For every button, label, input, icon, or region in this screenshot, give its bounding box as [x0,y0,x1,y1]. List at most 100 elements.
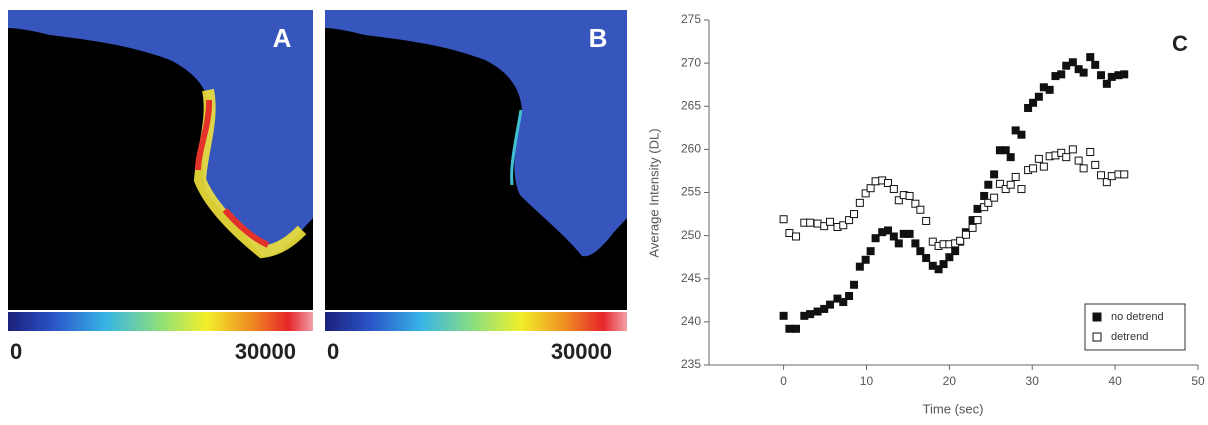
point [1068,58,1077,67]
point [861,189,870,198]
point [845,216,854,225]
point [956,236,965,245]
point [845,292,854,300]
x-tick-label: 20 [943,374,957,388]
point [884,179,893,188]
legend-label: detrend [1111,331,1148,343]
point [894,239,903,248]
legend-marker [1092,332,1102,342]
x-tick-label: 50 [1191,374,1205,388]
panel-b: B 0 30000 [325,10,627,364]
x-tick-label: 30 [1026,374,1040,388]
edge [510,109,523,186]
point [1079,164,1088,173]
y-tick-label: 245 [681,271,701,285]
point [911,239,920,248]
point [968,223,977,232]
point [1091,60,1100,69]
point [1011,172,1020,181]
point [826,300,835,309]
point [916,247,925,256]
point [984,198,993,207]
point [1029,98,1038,107]
point [990,193,999,202]
point [1091,160,1100,169]
point [855,262,864,271]
point [806,310,815,319]
point [826,217,835,226]
point [889,232,898,241]
point [1034,92,1043,101]
point [905,191,914,200]
point [866,247,875,256]
point [820,222,829,231]
cell-region [325,10,627,257]
point [850,280,859,289]
point [984,180,993,189]
point [1102,178,1111,187]
point [995,179,1004,188]
point [1120,170,1129,179]
colorbar [8,312,313,331]
point [945,253,954,262]
colorbar-min: 0 [10,339,22,364]
point [866,184,875,193]
point [839,221,848,230]
y-tick-label: 265 [681,98,701,112]
point [1062,61,1071,70]
point [889,185,898,194]
legend-label: no detrend [1111,311,1164,323]
point [779,215,788,224]
point [855,198,864,207]
point [961,230,970,239]
point [1034,154,1043,163]
panel-label: A [273,23,292,53]
y-axis-label: Average Intensity (DL) [646,128,661,257]
cell-region [8,10,313,257]
point [1001,146,1010,155]
point [1107,72,1116,81]
point [871,177,880,186]
legend-box [1084,303,1186,351]
colorbar-max: 30000 [551,339,612,364]
point [934,265,943,274]
point [1068,145,1077,154]
colorbar-min: 0 [327,339,339,364]
y-tick-label: 270 [681,55,701,69]
point [1057,148,1066,157]
point [1074,156,1083,165]
edge-peak [195,99,270,248]
point [928,237,937,246]
panel-label: C [1172,31,1188,56]
point [1001,185,1010,194]
y-tick-label: 235 [681,357,701,371]
point [1079,68,1088,77]
point [839,298,848,307]
point [1024,103,1033,112]
point [1120,70,1129,79]
panel-label: B [589,23,608,53]
point [785,324,794,333]
point [850,210,859,219]
point [1086,53,1095,62]
point [884,226,893,235]
point [871,234,880,243]
point [813,219,822,228]
point [1102,79,1111,88]
legend-marker [1092,312,1102,322]
point [1006,180,1015,189]
colorbar [325,312,627,331]
point [1029,164,1038,173]
point [951,247,960,256]
point [806,218,815,227]
y-tick-label: 260 [681,142,701,156]
point [1045,85,1054,94]
x-tick-label: 0 [780,374,787,388]
point [1039,162,1048,171]
point [973,204,982,213]
y-tick-label: 255 [681,185,701,199]
point [792,324,801,333]
point [922,216,931,225]
point [905,229,914,238]
